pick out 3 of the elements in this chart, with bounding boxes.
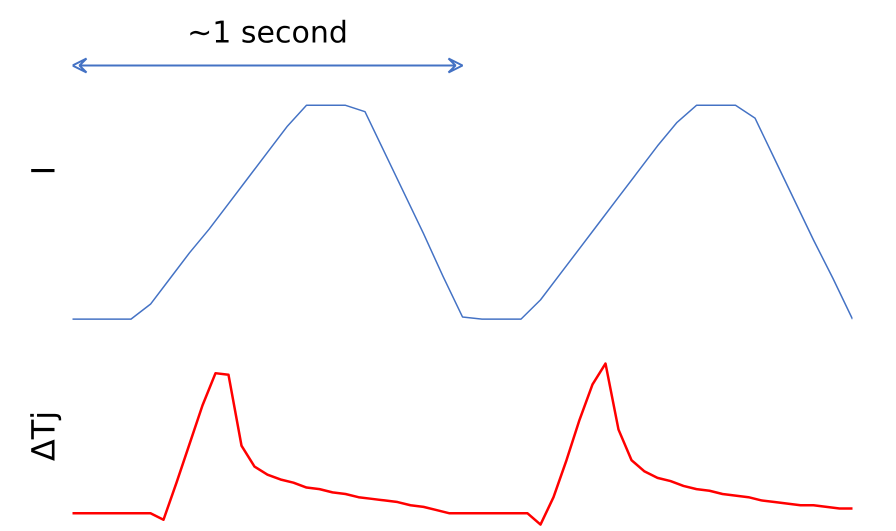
y-axis-title: I bbox=[24, 166, 62, 176]
text: ~1 second bbox=[187, 16, 348, 51]
y-axis-title: ΔTj bbox=[24, 410, 62, 462]
